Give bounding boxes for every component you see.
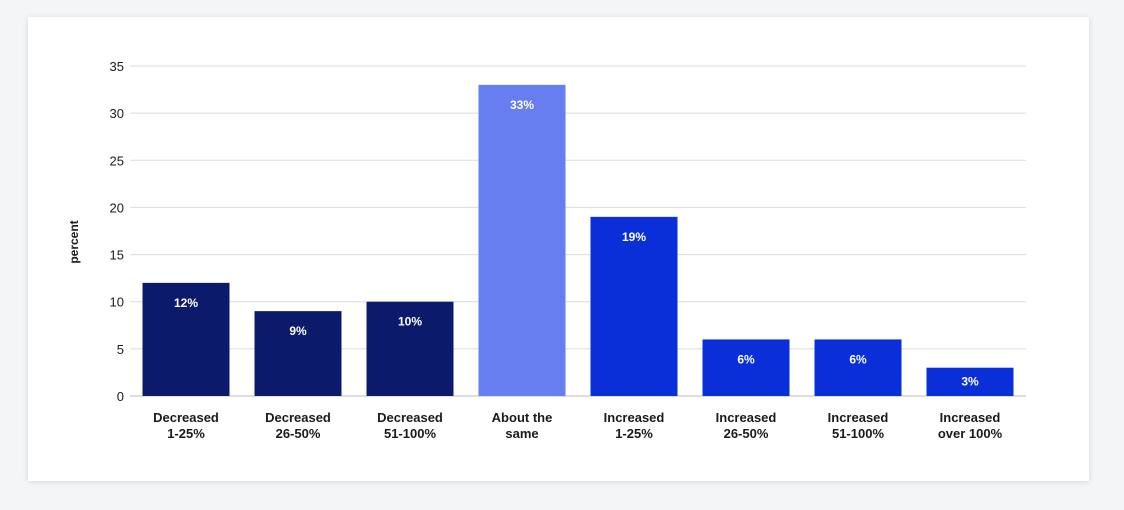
x-category-label: Increased bbox=[604, 410, 665, 425]
bar-data-label: 3% bbox=[961, 375, 979, 389]
bar bbox=[926, 367, 1014, 396]
x-category-label: Decreased bbox=[265, 410, 331, 425]
bar bbox=[702, 339, 790, 396]
bar bbox=[254, 311, 342, 396]
y-tick-label: 25 bbox=[110, 153, 124, 168]
x-category-label: Increased bbox=[828, 410, 889, 425]
bar bbox=[366, 301, 454, 396]
bars: 12% 9% 10% 33% 19% 6% 6% 3% bbox=[142, 84, 1014, 396]
x-category-label: Decreased bbox=[153, 410, 219, 425]
y-axis-label: percent bbox=[67, 220, 81, 263]
x-category-label: 26-50% bbox=[276, 426, 321, 441]
x-category-label: 1-25% bbox=[615, 426, 653, 441]
bar-data-label: 10% bbox=[398, 315, 422, 329]
x-category-label: over 100% bbox=[938, 426, 1003, 441]
y-axis-ticks: 0 5 10 15 20 25 30 35 bbox=[110, 59, 124, 404]
x-category-label: 51-100% bbox=[832, 426, 884, 441]
bar-data-label: 33% bbox=[510, 98, 534, 112]
x-category-label: About the bbox=[492, 410, 553, 425]
y-tick-label: 35 bbox=[110, 59, 124, 74]
bar bbox=[814, 339, 902, 396]
x-category-label: Increased bbox=[716, 410, 777, 425]
x-category-label: same bbox=[505, 426, 538, 441]
bar-data-label: 6% bbox=[849, 352, 867, 366]
x-category-label: Decreased bbox=[377, 410, 443, 425]
y-tick-label: 5 bbox=[117, 342, 124, 357]
x-axis-categories: Decreased1-25%Decreased26-50%Decreased51… bbox=[153, 410, 1002, 441]
y-tick-label: 0 bbox=[117, 389, 124, 404]
y-tick-label: 10 bbox=[110, 295, 124, 310]
x-category-label: Increased bbox=[940, 410, 1001, 425]
bar-data-label: 6% bbox=[737, 352, 755, 366]
x-category-label: 1-25% bbox=[167, 426, 205, 441]
bar-chart: 0 5 10 15 20 25 30 35 percent 12% 9% 10% 33% 19% 6% 6… bbox=[67, 59, 1026, 441]
y-tick-label: 20 bbox=[110, 200, 124, 215]
x-category-label: 26-50% bbox=[724, 426, 769, 441]
bar-data-label: 19% bbox=[622, 230, 646, 244]
bar-data-label: 12% bbox=[174, 296, 198, 310]
bar bbox=[590, 216, 678, 396]
bar-data-label: 9% bbox=[289, 324, 307, 338]
y-tick-label: 15 bbox=[110, 248, 124, 263]
bar bbox=[142, 282, 230, 396]
y-tick-label: 30 bbox=[110, 106, 124, 121]
x-category-label: 51-100% bbox=[384, 426, 436, 441]
bar bbox=[478, 84, 566, 396]
chart-card: 0 5 10 15 20 25 30 35 percent 12% 9% 10% 33% 19% 6% 6… bbox=[28, 17, 1089, 481]
